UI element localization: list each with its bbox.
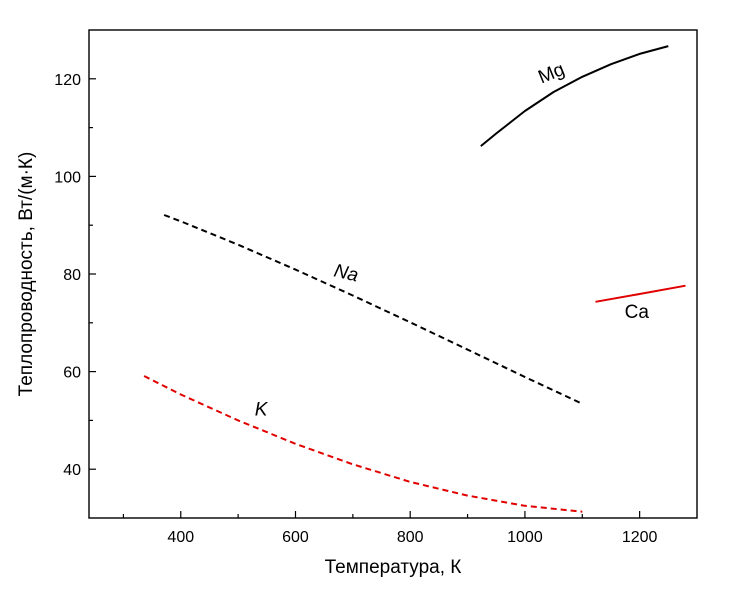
- y-tick-label: 120: [54, 72, 81, 89]
- y-tick-label: 40: [63, 462, 81, 479]
- series-line-mg: [480, 45, 669, 147]
- x-tick-label: 1200: [622, 529, 658, 546]
- series-line-ca: [595, 284, 686, 303]
- series-label-ca: Ca: [625, 302, 650, 323]
- x-tick-label: 800: [397, 529, 424, 546]
- series-line-k: [143, 375, 583, 513]
- y-axis-title: Теплопроводность, Вт/(м·К): [16, 152, 37, 397]
- x-axis-ticks: 400 600 800 1000 1200: [122, 511, 658, 546]
- series-label-k: K: [255, 400, 269, 421]
- x-tick-label: 400: [167, 529, 194, 546]
- x-axis-title: Температура, К: [325, 557, 462, 578]
- y-tick-label: 60: [63, 365, 81, 382]
- plot-frame: [88, 29, 698, 519]
- series-label-mg: Mg: [535, 59, 567, 88]
- series-lines: [143, 45, 686, 513]
- series-label-na: Na: [332, 261, 360, 287]
- x-tick-label: 600: [282, 529, 309, 546]
- y-axis-ticks: 40 60 80 100 120: [54, 72, 96, 479]
- series-line-na: [163, 214, 583, 405]
- x-tick-label: 1000: [507, 529, 543, 546]
- series-labels: Mg Ca Na K: [255, 59, 650, 420]
- y-tick-label: 100: [54, 169, 81, 186]
- y-tick-label: 80: [63, 267, 81, 284]
